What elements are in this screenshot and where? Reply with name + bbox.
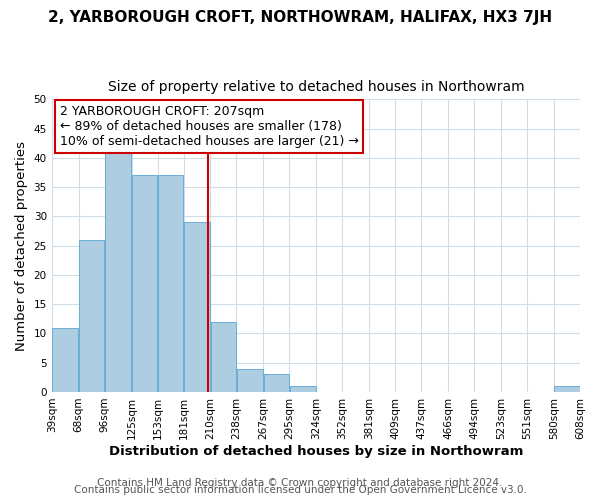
- Bar: [52, 328, 79, 392]
- Text: Contains HM Land Registry data © Crown copyright and database right 2024.: Contains HM Land Registry data © Crown c…: [97, 478, 503, 488]
- Bar: [211, 322, 236, 392]
- Bar: [132, 176, 157, 392]
- Title: Size of property relative to detached houses in Northowram: Size of property relative to detached ho…: [107, 80, 524, 94]
- Bar: [237, 368, 263, 392]
- Bar: [158, 176, 183, 392]
- Bar: [184, 222, 210, 392]
- X-axis label: Distribution of detached houses by size in Northowram: Distribution of detached houses by size …: [109, 444, 523, 458]
- Text: Contains public sector information licensed under the Open Government Licence v3: Contains public sector information licen…: [74, 485, 526, 495]
- Y-axis label: Number of detached properties: Number of detached properties: [15, 140, 28, 350]
- Bar: [79, 240, 104, 392]
- Bar: [263, 374, 289, 392]
- Bar: [290, 386, 316, 392]
- Bar: [105, 152, 131, 392]
- Text: 2, YARBOROUGH CROFT, NORTHOWRAM, HALIFAX, HX3 7JH: 2, YARBOROUGH CROFT, NORTHOWRAM, HALIFAX…: [48, 10, 552, 25]
- Bar: [554, 386, 580, 392]
- Text: 2 YARBOROUGH CROFT: 207sqm
← 89% of detached houses are smaller (178)
10% of sem: 2 YARBOROUGH CROFT: 207sqm ← 89% of deta…: [59, 105, 358, 148]
